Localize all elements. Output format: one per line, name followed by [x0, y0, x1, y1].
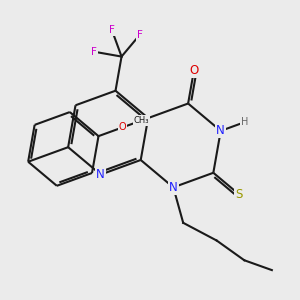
Text: CH₃: CH₃ — [133, 116, 149, 125]
Text: F: F — [137, 30, 143, 40]
Text: N: N — [169, 181, 178, 194]
Text: S: S — [235, 188, 243, 201]
Text: O: O — [189, 64, 199, 77]
Text: N: N — [216, 124, 225, 137]
Text: O: O — [119, 122, 126, 132]
Text: F: F — [91, 46, 97, 57]
Text: H: H — [241, 117, 248, 127]
Text: N: N — [96, 168, 105, 181]
Text: F: F — [109, 25, 115, 35]
